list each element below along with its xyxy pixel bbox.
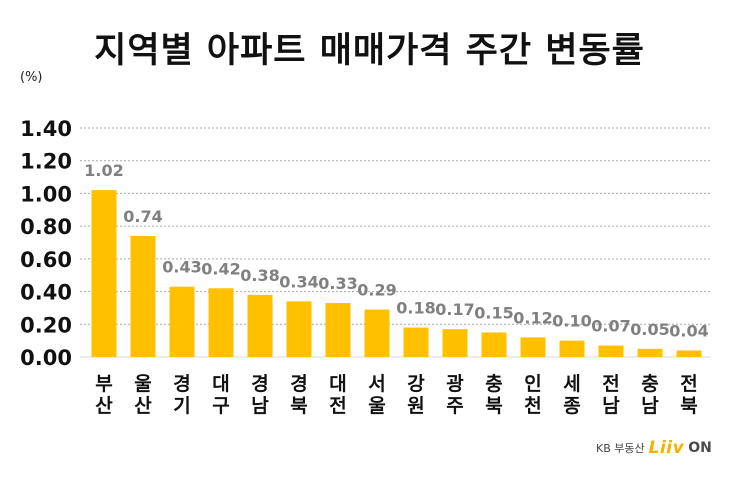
x-category-label: 울: [134, 373, 151, 395]
bar: [247, 294, 273, 357]
x-category-label: 구: [212, 395, 229, 417]
x-category-label: 경: [251, 373, 268, 395]
x-category-label: 북: [680, 395, 697, 417]
x-category-label: 산: [134, 395, 152, 417]
x-category-label: 경: [173, 373, 190, 395]
x-category-label: 강: [407, 373, 425, 395]
bar: [481, 332, 507, 357]
x-category-label: 울: [368, 395, 385, 417]
bar-value-label: 0.38: [240, 266, 279, 285]
y-tick-label: 0.80: [20, 215, 72, 239]
x-category-label: 충: [485, 373, 502, 395]
x-category-label: 대: [212, 373, 229, 395]
x-category-label: 기: [173, 395, 190, 417]
bar: [442, 329, 468, 357]
bar-value-label: 0.12: [513, 308, 552, 327]
bar-value-label: 0.34: [279, 272, 318, 291]
bar: [637, 348, 663, 357]
x-category-label: 충: [641, 373, 658, 395]
bars: [91, 190, 702, 357]
x-category-label: 종: [563, 395, 580, 417]
x-category-label: 주: [446, 395, 463, 417]
logo-on-text: ON: [688, 440, 712, 456]
bar: [403, 327, 429, 357]
bar-value-label: 0.04: [669, 321, 708, 340]
bar: [676, 350, 702, 357]
x-category-label: 경: [290, 373, 307, 395]
x-category-label: 서: [368, 373, 385, 395]
bar: [169, 286, 195, 357]
x-category-label: 전: [680, 373, 697, 395]
x-category-label: 광: [446, 373, 464, 395]
x-category-label: 남: [602, 395, 620, 417]
x-category-label: 남: [641, 395, 659, 417]
y-tick-label: 0.40: [20, 281, 72, 305]
x-category-label: 원: [407, 395, 424, 417]
bar: [325, 303, 351, 357]
bar-value-label: 0.07: [591, 317, 630, 336]
bar-value-label: 0.18: [396, 299, 435, 318]
x-category-label: 전: [329, 395, 346, 417]
bar-value-label: 0.05: [630, 320, 669, 339]
x-category-label: 대: [329, 373, 346, 395]
x-category-label: 북: [485, 395, 502, 417]
y-tick-label: 0.60: [20, 248, 72, 272]
bar-value-label: 0.10: [552, 312, 591, 331]
bar-value-label: 0.17: [435, 300, 474, 319]
bar-value-label: 0.33: [318, 274, 357, 293]
x-category-label: 남: [251, 395, 269, 417]
y-tick-label: 1.40: [20, 117, 72, 141]
bar: [520, 337, 546, 357]
kb-liiv-on-logo: KB 부동산 Liiv ON: [596, 438, 712, 458]
x-category-label: 전: [602, 373, 619, 395]
x-category-label: 부: [95, 373, 112, 395]
value-labels: 1.02 0.74 0.43 0.42 0.38 0.34 0.33 0.290.18 0.17…: [84, 161, 708, 340]
bar: [208, 288, 234, 357]
bar: [130, 235, 156, 357]
bar: [598, 345, 624, 357]
bar-value-label: 0.43: [162, 258, 201, 277]
y-tick-label: 1.20: [20, 150, 72, 174]
bar-value-label: 0.29: [357, 281, 396, 300]
x-category-label: 북: [290, 395, 307, 417]
unit-label: (%): [20, 70, 43, 85]
y-tick-label: 0.00: [20, 346, 72, 370]
bar-value-label: 0.74: [123, 207, 162, 226]
bar-value-label: 0.15: [474, 303, 513, 322]
logo-kb-text: KB 부동산: [596, 442, 645, 455]
x-category-label: 산: [95, 395, 113, 417]
x-category-label: 천: [524, 395, 541, 417]
chart-title: 지역별 아파트 매매가격 주간 변동률: [94, 31, 645, 71]
y-axis-ticks: 0.00 0.20 0.40 0.60 0.80 1.00 1.20 1.40: [20, 117, 72, 370]
bar: [91, 190, 117, 357]
logo-brand-text: Liiv: [648, 438, 685, 458]
bar: [364, 309, 390, 357]
y-tick-label: 0.20: [20, 313, 72, 337]
bar: [286, 301, 312, 357]
bar-value-label: 1.02: [84, 161, 123, 180]
bar-value-label: 0.42: [201, 259, 240, 278]
x-category-label: 인: [524, 373, 541, 395]
x-category-label: 세: [563, 373, 580, 395]
y-tick-label: 1.00: [20, 182, 72, 206]
bar: [559, 340, 585, 357]
